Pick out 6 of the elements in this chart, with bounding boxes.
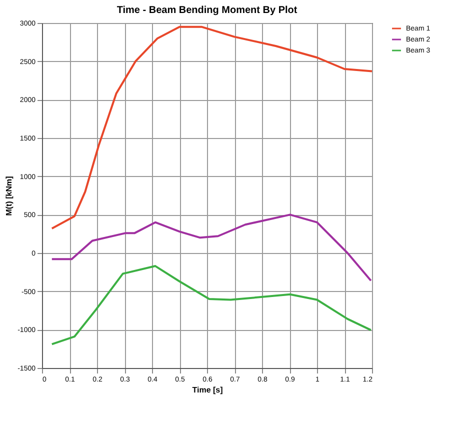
line-series	[50, 26, 373, 230]
x-axis-title: Time [s]	[192, 386, 224, 394]
line-series	[50, 265, 372, 346]
chart-title: Time - Beam Bending Moment By Plot	[116, 5, 298, 16]
y-axis-title: M(t) [kNm]	[4, 176, 14, 216]
line-series	[50, 214, 372, 282]
